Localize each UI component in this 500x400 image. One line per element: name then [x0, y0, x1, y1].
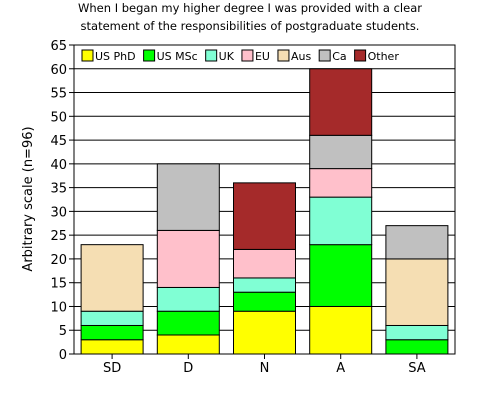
legend-label: Other [368, 50, 400, 63]
y-tick-label: 15 [50, 277, 67, 292]
bar-segment [156, 310, 220, 336]
bars [80, 68, 449, 355]
bar-segment [80, 324, 144, 341]
bar-segment [385, 225, 449, 260]
y-tick-label: 55 [50, 87, 67, 102]
y-tick-label: 50 [50, 110, 67, 125]
y-tick-label: 30 [50, 205, 67, 220]
bar-segment [156, 163, 220, 231]
bar-segment [309, 134, 373, 170]
bar-segment [309, 244, 373, 307]
y-tick-label: 35 [50, 182, 67, 197]
y-tick-label: 65 [50, 39, 67, 54]
bar-segment [80, 339, 144, 355]
y-tick-label: 60 [50, 63, 67, 78]
bar-segment [233, 277, 296, 293]
y-tick-label: 20 [50, 253, 67, 268]
bar-segment [233, 248, 296, 279]
legend-swatch [205, 49, 218, 62]
plot-frame [73, 44, 456, 355]
x-tick-label: N [260, 361, 270, 376]
bar-segment [156, 229, 220, 288]
legend-label: Aus [291, 50, 311, 63]
x-tick-label: A [336, 361, 345, 376]
bar-segment [385, 258, 449, 326]
y-tick-label: 10 [50, 300, 67, 315]
legend-swatch [318, 49, 331, 62]
y-tick-label: 0 [59, 348, 67, 363]
bar-segment [80, 244, 144, 312]
y-tick-label: 45 [50, 134, 67, 149]
bar-segment [233, 291, 296, 312]
x-tick-label: SD [103, 361, 121, 376]
legend-label: EU [255, 50, 270, 63]
legend-label: Ca [332, 50, 346, 63]
chart-title-line-2: statement of the responsibilities of pos… [80, 19, 420, 33]
legend-swatch [81, 49, 94, 62]
legend-label: UK [219, 50, 235, 63]
bar-segment [80, 310, 144, 326]
chart-title-line-1: When I began my higher degree I was prov… [78, 1, 422, 15]
axes: 0 5 10 15 20 25 30 35 40 45 50 55 60 65 SD D N A SA [50, 39, 456, 376]
bar-segment [385, 324, 449, 341]
y-tick-label: 40 [50, 158, 67, 173]
x-tick-label: SA [408, 361, 425, 376]
legend-label: US MSc [157, 50, 198, 63]
legend-swatch [143, 49, 156, 62]
y-tick-label: 25 [50, 229, 67, 244]
legend: US PhD US MSc UK EU Aus Ca Other [78, 47, 407, 65]
x-tick-label: D [183, 361, 193, 376]
bar-segment [309, 68, 373, 136]
bar-segment [233, 310, 296, 355]
legend-swatch [354, 49, 367, 62]
bar-segment [385, 339, 449, 355]
bar-segment [233, 182, 296, 250]
legend-label: US PhD [95, 50, 136, 63]
y-tick-label: 5 [59, 324, 67, 339]
legend-swatch [277, 49, 290, 62]
bar-segment [309, 168, 373, 198]
bar-segment [309, 196, 373, 246]
bar-segment [309, 305, 373, 355]
legend-swatch [241, 49, 254, 62]
y-axis-label: Arbitrary scale (n=96) [21, 126, 36, 271]
bar-segment [156, 286, 220, 312]
bar-segment [156, 334, 220, 355]
